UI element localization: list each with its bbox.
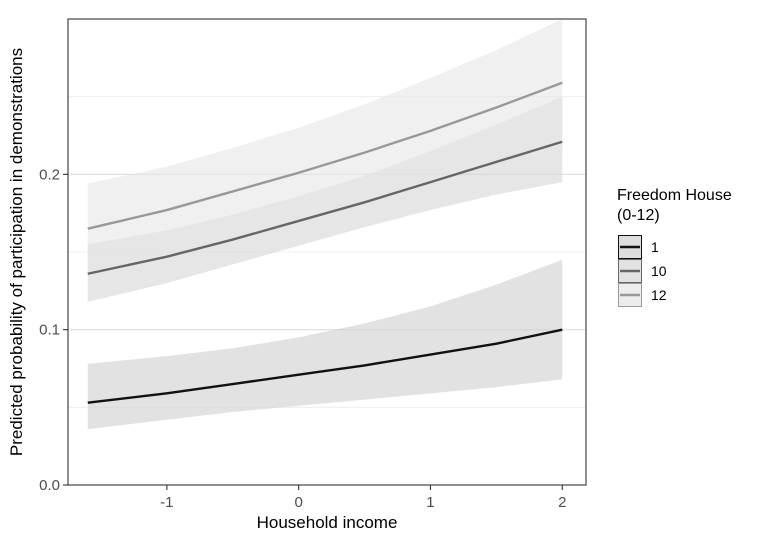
legend-items: 1 10 12 xyxy=(618,235,667,307)
x-tick-label: 1 xyxy=(426,494,434,511)
series-lines xyxy=(87,81,563,404)
y-tick-label: 0.2 xyxy=(39,166,60,183)
y-tick-label: 0.0 xyxy=(39,477,60,494)
x-axis-title: Household income xyxy=(257,513,398,532)
legend-label: 1 xyxy=(651,239,659,255)
legend-item-12: 12 xyxy=(618,283,667,307)
legend-title-line-2: (0-12) xyxy=(617,207,660,224)
x-tick-label: 0 xyxy=(294,494,302,511)
x-tick-label: -1 xyxy=(160,494,173,511)
legend: Freedom House (0-12) 1 10 12 xyxy=(617,187,732,307)
legend-label: 12 xyxy=(651,287,667,303)
plot-panel-border xyxy=(67,18,587,486)
legend-label: 10 xyxy=(651,263,667,279)
y-axis: 0.0 0.1 0.2 xyxy=(39,166,68,494)
legend-item-1: 1 xyxy=(618,235,659,259)
legend-title-line-1: Freedom House xyxy=(617,187,732,204)
legend-item-10: 10 xyxy=(618,259,667,283)
series-line-12 xyxy=(87,81,563,230)
confidence-band-series-12 xyxy=(87,19,563,271)
x-axis: -1 0 1 2 xyxy=(160,485,566,511)
y-axis-title: Predicted probability of participation i… xyxy=(7,48,26,456)
series-line-10 xyxy=(87,140,563,275)
series-line-1 xyxy=(87,328,563,404)
x-tick-label: 2 xyxy=(558,494,566,511)
y-tick-label: 0.1 xyxy=(39,322,60,339)
